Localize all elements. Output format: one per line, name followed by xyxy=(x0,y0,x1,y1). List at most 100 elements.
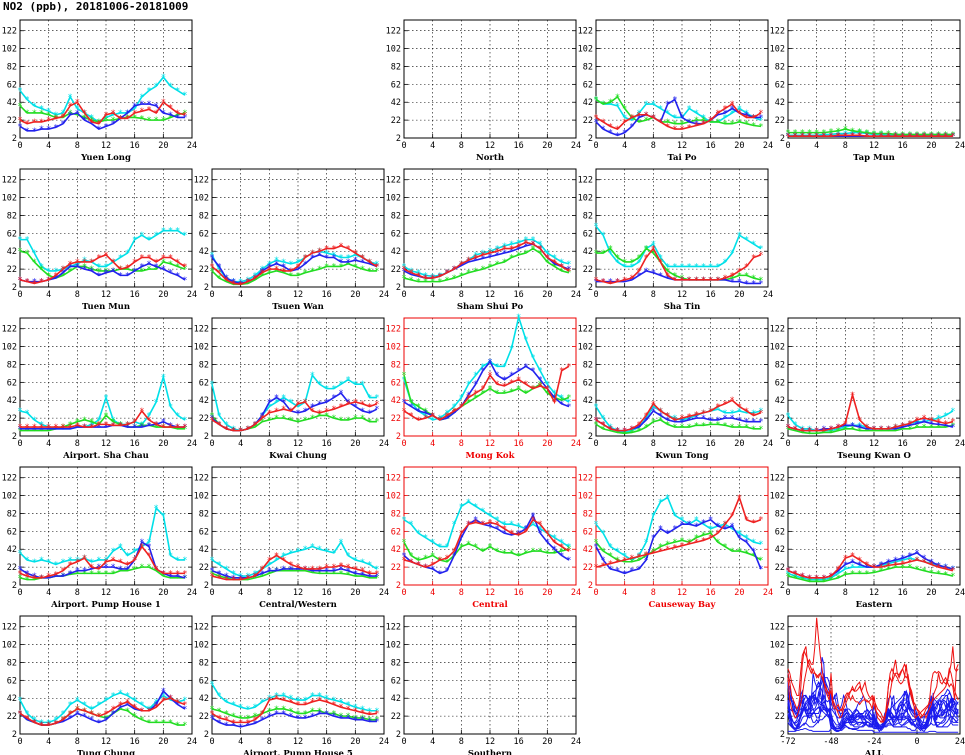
data-point: * xyxy=(716,109,721,119)
data-point: * xyxy=(111,267,116,277)
data-point: * xyxy=(538,382,543,392)
data-point: * xyxy=(730,278,735,288)
panel-label: North xyxy=(476,153,504,163)
data-point: * xyxy=(793,420,798,430)
data-point: * xyxy=(339,569,344,579)
data-point: * xyxy=(260,709,265,719)
data-point: * xyxy=(317,247,322,257)
data-point: * xyxy=(466,391,471,401)
data-point: * xyxy=(161,687,166,697)
data-point: * xyxy=(346,705,351,715)
data-point: * xyxy=(332,549,337,559)
data-point: * xyxy=(836,427,841,437)
data-point: * xyxy=(701,518,706,528)
data-point: * xyxy=(601,561,606,571)
data-point: * xyxy=(360,709,365,719)
data-point: * xyxy=(75,109,80,119)
x-tick-label: 0 xyxy=(209,588,214,598)
data-point: * xyxy=(310,568,315,578)
data-point: * xyxy=(32,718,37,728)
data-point: * xyxy=(943,563,948,573)
data-point: * xyxy=(665,274,670,284)
data-point: * xyxy=(857,563,862,573)
data-point: * xyxy=(238,723,243,733)
data-point: * xyxy=(716,403,721,413)
data-point: * xyxy=(154,504,159,514)
data-point: * xyxy=(680,125,685,135)
x-tick-label: 12 xyxy=(293,737,303,747)
data-point: * xyxy=(430,538,435,548)
data-point: * xyxy=(82,423,87,433)
data-point: * xyxy=(39,278,44,288)
x-tick-label: 20 xyxy=(926,588,936,598)
data-point: * xyxy=(843,421,848,431)
data-point: * xyxy=(296,409,301,419)
data-point: * xyxy=(61,109,66,119)
data-point: * xyxy=(630,258,635,268)
data-point: * xyxy=(502,382,507,392)
data-point: * xyxy=(281,567,286,577)
data-point: * xyxy=(438,556,443,566)
data-point: * xyxy=(466,256,471,266)
data-point: * xyxy=(217,420,222,430)
data-point: * xyxy=(39,718,44,728)
data-point: * xyxy=(567,398,572,408)
data-point: * xyxy=(481,547,486,557)
data-point: * xyxy=(708,416,713,426)
series-line xyxy=(211,245,378,286)
data-point: * xyxy=(622,427,627,437)
data-point: * xyxy=(97,420,102,430)
data-point: * xyxy=(545,249,550,259)
data-point: * xyxy=(687,540,692,550)
data-point: * xyxy=(147,411,152,421)
y-tick-label: 102 xyxy=(2,492,17,502)
data-point: * xyxy=(495,245,500,255)
data-point: * xyxy=(224,425,229,435)
data-point: * xyxy=(751,518,756,528)
data-point: * xyxy=(716,416,721,426)
x-tick-label: 4 xyxy=(430,439,435,449)
data-point: * xyxy=(737,118,742,128)
x-tick-label: 12 xyxy=(293,290,303,300)
x-tick-label: 0 xyxy=(401,737,406,747)
data-point: * xyxy=(708,407,713,417)
y-tick-label: 42 xyxy=(391,98,401,108)
y-tick-label: 22 xyxy=(775,712,785,722)
y-tick-label: 62 xyxy=(391,676,401,686)
y-tick-label: 102 xyxy=(578,343,593,353)
data-point: * xyxy=(210,411,215,421)
data-point: * xyxy=(922,132,927,142)
data-point: * xyxy=(289,698,294,708)
data-point: * xyxy=(665,267,670,277)
data-point: * xyxy=(140,707,145,717)
data-point: * xyxy=(552,549,557,559)
data-point: * xyxy=(224,576,229,586)
data-point: * xyxy=(936,561,941,571)
x-tick-label: 16 xyxy=(322,588,332,598)
data-point: * xyxy=(61,425,66,435)
data-point: * xyxy=(281,414,286,424)
x-tick-label: 16 xyxy=(898,439,908,449)
x-tick-label: 0 xyxy=(17,141,22,151)
data-point: * xyxy=(231,701,236,711)
data-point: * xyxy=(224,425,229,435)
data-point: * xyxy=(502,376,507,386)
data-point: * xyxy=(140,254,145,264)
data-point: * xyxy=(687,416,692,426)
data-point: * xyxy=(296,265,301,275)
data-point: * xyxy=(210,251,215,261)
data-point: * xyxy=(310,543,315,553)
data-point: * xyxy=(303,254,308,264)
data-point: * xyxy=(680,423,685,433)
data-point: * xyxy=(658,547,663,557)
data-point: * xyxy=(822,129,827,139)
x-tick-label: 12 xyxy=(485,141,495,151)
data-point: * xyxy=(82,116,87,126)
data-point: * xyxy=(39,125,44,135)
data-point: * xyxy=(224,565,229,575)
data-point: * xyxy=(865,563,870,573)
data-point: * xyxy=(622,129,627,139)
data-point: * xyxy=(872,563,877,573)
y-tick-label: 102 xyxy=(770,641,785,651)
